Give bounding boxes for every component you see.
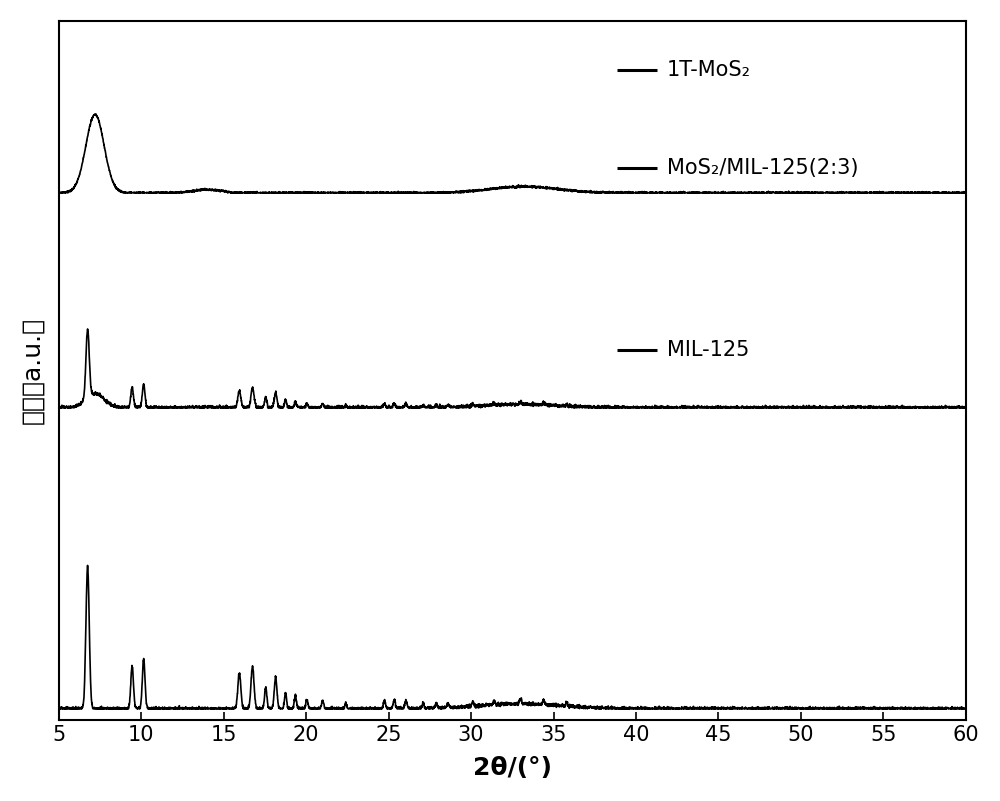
- Text: MIL-125: MIL-125: [667, 340, 749, 360]
- Text: 1T-MoS₂: 1T-MoS₂: [667, 60, 751, 80]
- Text: MoS₂/MIL-125(2:3): MoS₂/MIL-125(2:3): [667, 158, 858, 178]
- X-axis label: 2θ/(°): 2θ/(°): [473, 756, 552, 780]
- Y-axis label: 强度（a.u.）: 强度（a.u.）: [21, 317, 45, 424]
